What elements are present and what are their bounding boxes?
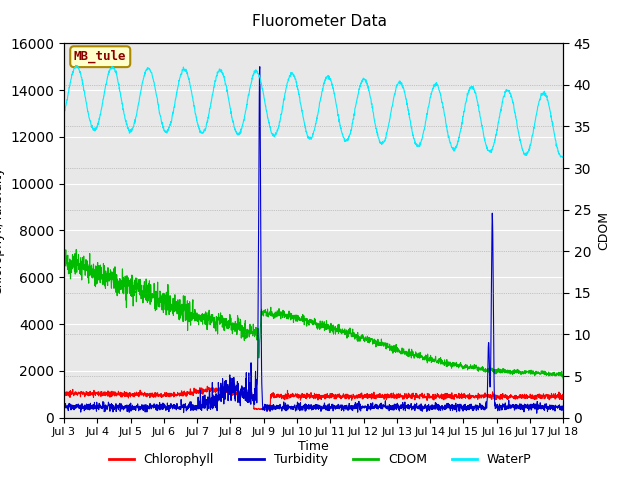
Text: Fluorometer Data: Fluorometer Data <box>253 14 387 29</box>
X-axis label: Time: Time <box>298 440 329 453</box>
Legend: Chlorophyll, Turbidity, CDOM, WaterP: Chlorophyll, Turbidity, CDOM, WaterP <box>104 448 536 471</box>
Y-axis label: Chlorophyll/Turbidity: Chlorophyll/Turbidity <box>0 166 4 295</box>
Text: MB_tule: MB_tule <box>74 50 127 63</box>
Y-axis label: CDOM: CDOM <box>596 211 610 250</box>
